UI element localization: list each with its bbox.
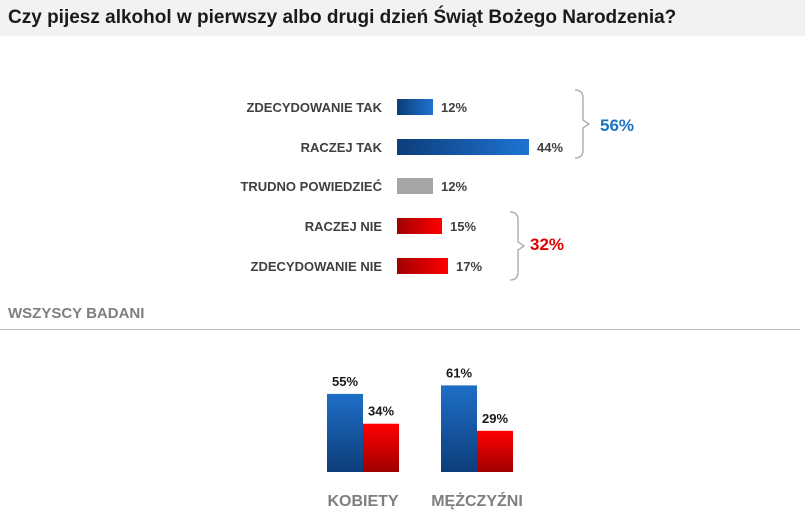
value-label: 15% [450, 219, 476, 234]
divider [0, 329, 800, 330]
category-label: ZDECYDOWANIE TAK [246, 100, 382, 115]
bar [397, 218, 442, 234]
bar [397, 139, 529, 155]
bar [397, 258, 448, 274]
value-label: 12% [441, 100, 467, 115]
title-bar: Czy pijesz alkohol w pierwszy albo drugi… [0, 0, 805, 36]
value-label: 17% [456, 259, 482, 274]
value-label: 44% [537, 140, 563, 155]
value-label: 55% [332, 374, 358, 389]
group-bracket [574, 89, 591, 159]
bar [397, 178, 433, 194]
category-label: RACZEJ NIE [305, 219, 383, 234]
value-label: 34% [368, 404, 394, 419]
bar [363, 423, 399, 472]
category-label: MĘŻCZYŹNI [431, 491, 523, 510]
category-label: RACZEJ TAK [301, 140, 383, 155]
category-label: KOBIETY [327, 493, 398, 510]
value-label: 12% [441, 179, 467, 194]
page-title: Czy pijesz alkohol w pierwszy albo drugi… [8, 7, 677, 28]
value-label: 61% [446, 365, 472, 380]
bar [327, 393, 363, 472]
bar [397, 99, 433, 115]
bar [477, 430, 513, 472]
value-label: 29% [482, 411, 508, 426]
section-label: WSZYSCY BADANI [8, 305, 145, 322]
bar [441, 385, 477, 472]
category-label: ZDECYDOWANIE NIE [251, 259, 383, 274]
group-total-label: 32% [530, 235, 564, 254]
group-total-label: 56% [600, 116, 634, 135]
category-label: TRUDNO POWIEDZIEĆ [240, 179, 382, 194]
group-bracket [509, 211, 526, 281]
